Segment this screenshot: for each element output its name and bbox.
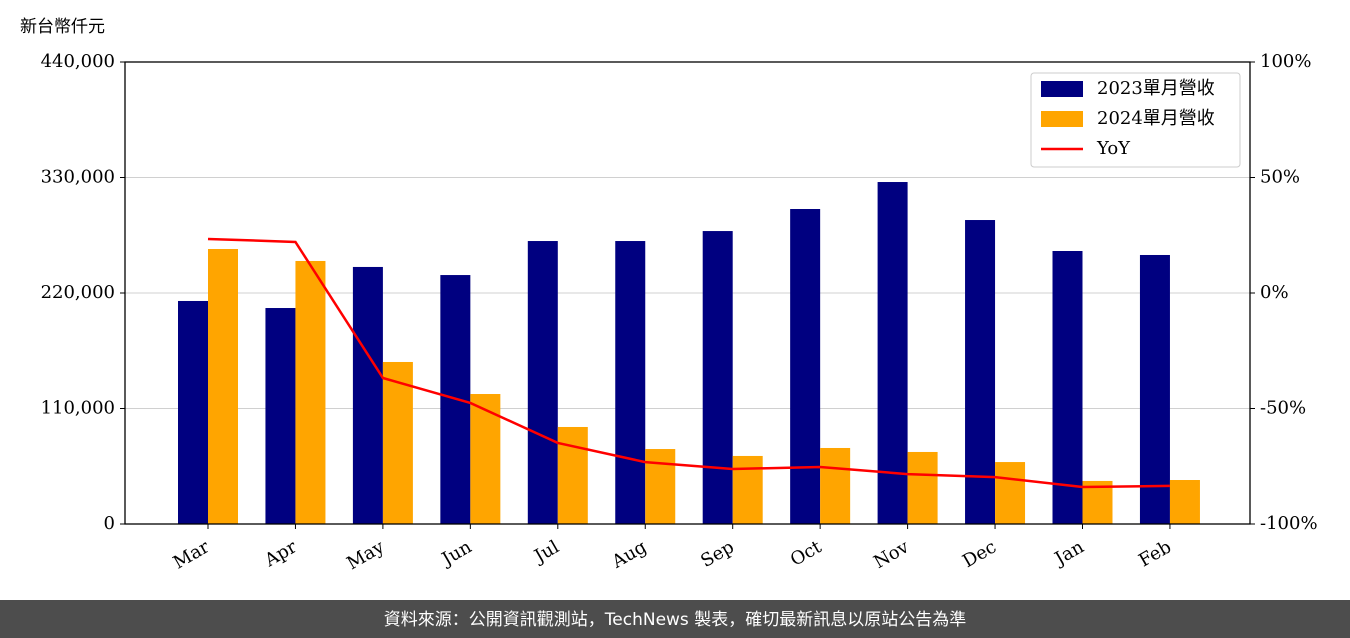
bar (1139, 254, 1170, 525)
y-tick-label: 0 (104, 513, 115, 534)
bar (382, 361, 413, 524)
bar (907, 451, 938, 524)
y-tick-label: 440,000 (41, 51, 115, 72)
legend-label: 2024單月營收 (1097, 108, 1215, 129)
bar (295, 260, 326, 524)
bar (645, 449, 676, 524)
bar (1169, 480, 1200, 524)
legend-label: YoY (1096, 138, 1131, 159)
y-axis-unit: 新台幣仟元 (20, 17, 105, 37)
legend (1030, 72, 1241, 168)
bar (877, 182, 908, 524)
y-tick-label: 330,000 (41, 167, 115, 188)
bar (352, 266, 383, 524)
y-tick-label: 220,000 (41, 282, 115, 303)
bar (208, 249, 238, 524)
y2-tick-label: -100% (1260, 513, 1318, 534)
legend-items: 2023單月營收 2024單月營收 YoY (1041, 78, 1215, 159)
bar (995, 462, 1026, 524)
y2-tick-label: -50% (1260, 398, 1306, 419)
legend-swatch (1041, 81, 1083, 97)
bar (178, 300, 208, 524)
bar (615, 241, 646, 524)
marks (178, 182, 1200, 525)
y2-tick-label: 0% (1260, 282, 1289, 303)
bar (527, 241, 558, 524)
bar (557, 426, 588, 524)
bar (820, 447, 851, 524)
line (207, 237, 1170, 489)
y2-tick-label: 50% (1260, 167, 1300, 188)
y2-tick-label: 100% (1260, 51, 1311, 72)
bar (732, 455, 763, 524)
bar (265, 308, 296, 524)
legend-label: 2023單月營收 (1097, 78, 1215, 99)
footer-bar (0, 600, 1350, 638)
bar (702, 231, 733, 525)
bar (1052, 251, 1083, 524)
bar (965, 220, 996, 524)
y-tick-label: 110,000 (41, 398, 115, 419)
footer: 資料來源：公開資訊觀測站，TechNews 製表，確切最新訊息以原站公告為準 (384, 610, 966, 630)
legend-swatch (1041, 111, 1083, 127)
bar (790, 209, 821, 524)
